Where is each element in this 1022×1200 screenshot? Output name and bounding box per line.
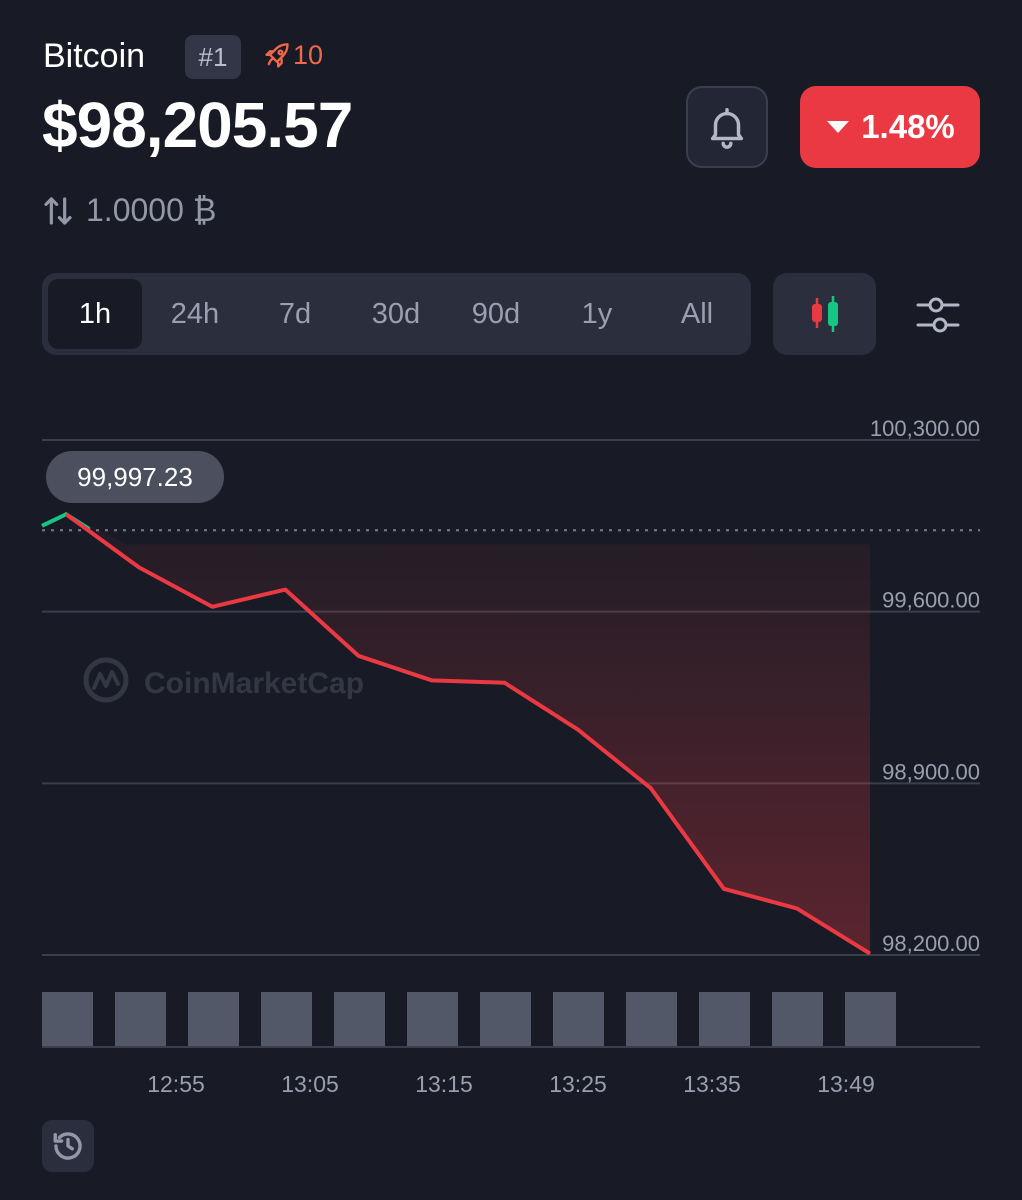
history-icon: [53, 1132, 82, 1160]
volume-bar: [772, 992, 823, 1047]
price-change-value: 1.48%: [861, 108, 955, 145]
volume-bar: [480, 992, 531, 1047]
watermark-text: CoinMarketCap: [144, 667, 364, 700]
conversion-row[interactable]: 1.0000 ₿: [42, 192, 216, 229]
x-tick-label: 13:35: [683, 1071, 741, 1097]
chart-type-button[interactable]: [773, 273, 876, 355]
tab-24h[interactable]: 24h: [170, 297, 220, 330]
volume-bar: [626, 992, 677, 1047]
watchlist-count[interactable]: 10: [263, 40, 323, 71]
price-alert-button[interactable]: [686, 86, 768, 168]
y-tick-label: 98,200.00: [882, 931, 980, 956]
chart-settings-button[interactable]: [905, 285, 971, 345]
price-area: [66, 514, 870, 954]
y-tick-label: 100,300.00: [870, 416, 980, 441]
volume-bar: [699, 992, 750, 1047]
y-tick-label: 99,600.00: [882, 588, 980, 613]
tab-1h[interactable]: 1h: [48, 279, 142, 349]
volume-bar: [188, 992, 239, 1047]
conversion-value: 1.0000 ₿: [86, 192, 217, 228]
rocket-icon: [265, 42, 289, 68]
x-tick-label: 13:25: [549, 1071, 607, 1097]
tab-30d[interactable]: 30d: [371, 297, 421, 330]
coinmarketcap-watermark: CoinMarketCap: [83, 657, 364, 703]
time-range-selector: 1h 24h 7d 30d 90d 1y All: [42, 273, 751, 355]
sliders-icon: [916, 297, 960, 333]
y-tick-label: 98,900.00: [882, 759, 980, 784]
x-tick-label: 13:49: [817, 1071, 875, 1097]
volume-bar: [261, 992, 312, 1047]
volume-bar: [115, 992, 166, 1047]
tab-1y[interactable]: 1y: [581, 297, 613, 330]
bell-icon: [710, 108, 744, 149]
reference-price-label: 99,997.23: [46, 451, 224, 503]
tab-all[interactable]: All: [680, 297, 714, 330]
rank-badge: #1: [185, 35, 241, 79]
price-line-down: [64, 512, 872, 956]
price-change-badge: 1.48%: [800, 86, 980, 168]
price: $98,205.57: [42, 89, 353, 161]
x-tick-label: 12:55: [147, 1071, 205, 1097]
coin-name: Bitcoin: [43, 37, 146, 75]
watchlist-count-label: 10: [293, 40, 324, 70]
reference-price-text: 99,997.23: [77, 462, 193, 492]
x-tick-label: 13:15: [415, 1071, 473, 1097]
candlestick-icon: [811, 296, 838, 332]
triangle-down-icon: [827, 121, 850, 133]
volume-bar: [42, 992, 93, 1047]
price-line-up: [41, 512, 68, 528]
x-tick-label: 13:05: [281, 1071, 339, 1097]
volume-bar: [845, 992, 896, 1047]
volume-bar: [553, 992, 604, 1047]
volume-bar: [334, 992, 385, 1047]
history-button[interactable]: [42, 1120, 94, 1172]
tab-90d[interactable]: 90d: [471, 297, 521, 330]
volume-bar: [407, 992, 458, 1047]
tab-7d[interactable]: 7d: [278, 297, 312, 330]
price-chart[interactable]: 100,300.00 99,600.00 98,900.00 98,200.00 Co…: [0, 400, 1022, 1100]
swap-arrows-icon: [44, 196, 72, 225]
